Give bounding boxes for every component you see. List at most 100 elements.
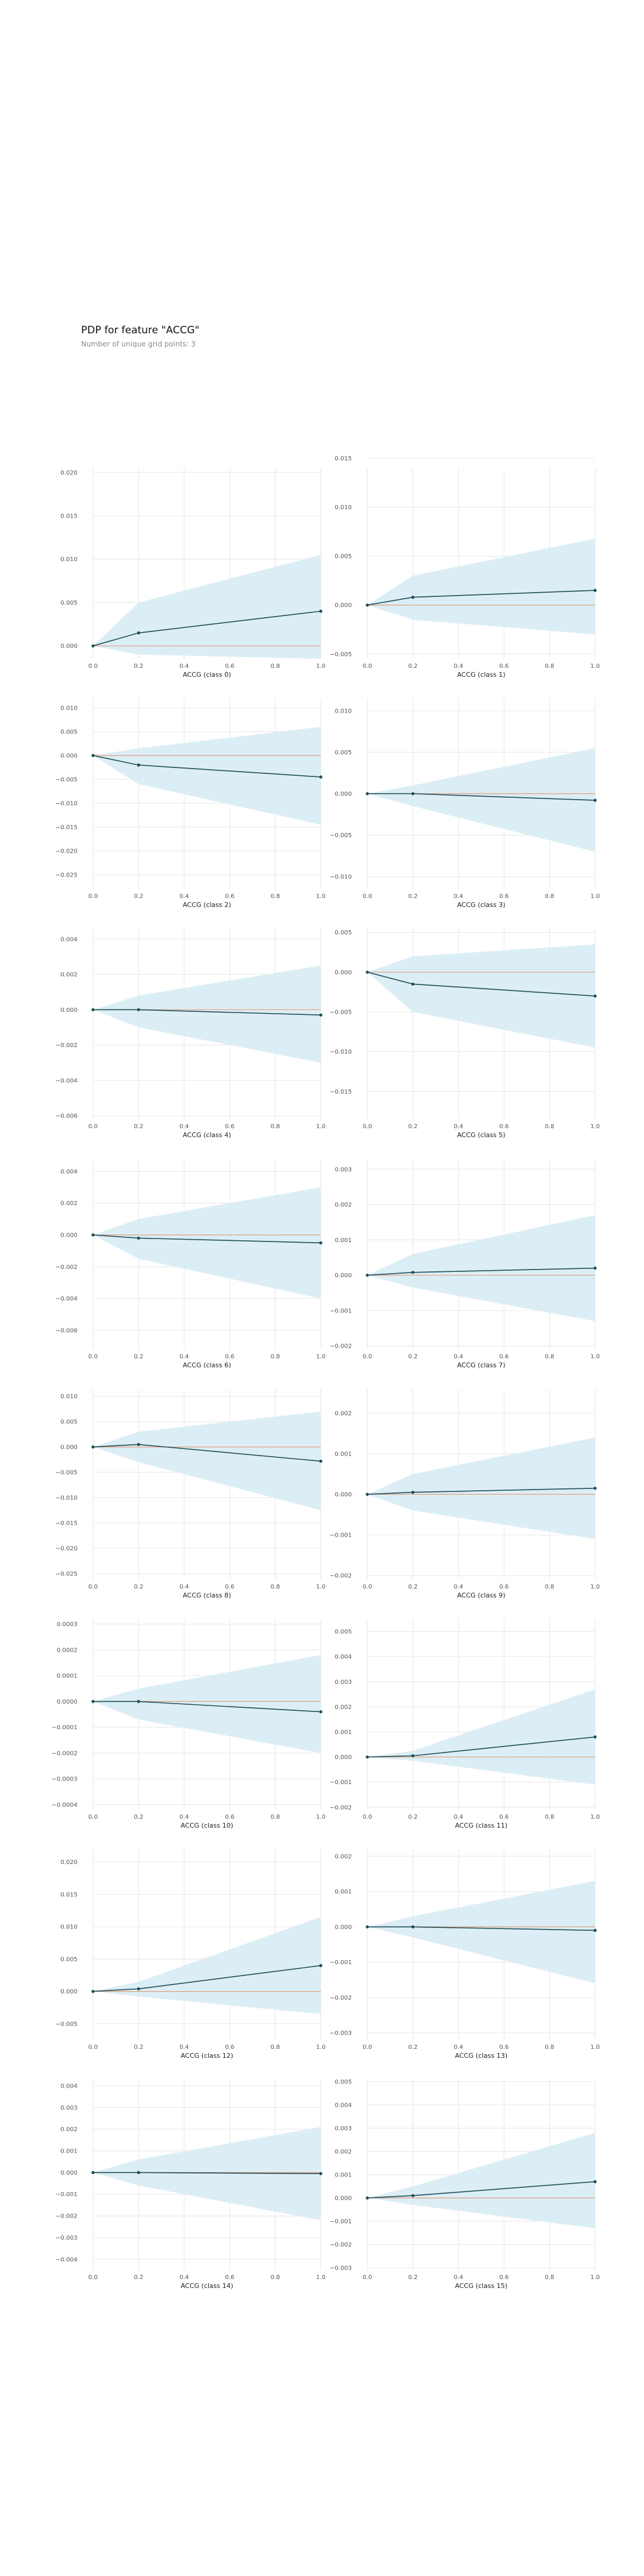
x-tick-label: 0.8 — [545, 893, 555, 900]
y-tick-label: 0.010 — [60, 1924, 78, 1931]
x-tick-label: 1.0 — [590, 1354, 600, 1360]
y-tick-label: −0.001 — [330, 1532, 352, 1539]
y-tick-label: −0.010 — [330, 874, 352, 881]
pdp-point — [593, 1487, 597, 1490]
y-tick-label: −0.010 — [55, 1495, 78, 1501]
x-tick-label: 1.0 — [316, 1354, 326, 1360]
x-tick-label: 1.0 — [316, 663, 326, 670]
y-tick-label: −0.005 — [55, 1470, 78, 1476]
x-axis-label: ACCG (class 9) — [457, 1592, 505, 1599]
x-tick-label: 0.2 — [408, 893, 417, 900]
y-tick-label: −0.001 — [55, 2191, 78, 2198]
y-tick-label: 0.020 — [60, 1859, 78, 1866]
x-tick-label: 0.6 — [225, 1814, 234, 1820]
pdp-point — [319, 1013, 323, 1017]
y-tick-label: 0.000 — [335, 1924, 352, 1931]
y-tick-label: 0.003 — [335, 1166, 352, 1173]
y-tick-label: 0.000 — [335, 1754, 352, 1761]
chart-13: 0.0 0.2 0.4 0.6 0.8 1.0 −0.003 −0.002 −0.001 0.00… — [330, 1849, 600, 2060]
pdp-point — [366, 1925, 369, 1928]
y-tick-label: 0.001 — [335, 1889, 352, 1896]
y-tick-label: −0.001 — [330, 1959, 352, 1966]
x-axis-label: ACCG (class 3) — [457, 901, 505, 909]
y-tick-label: 0.001 — [335, 2172, 352, 2179]
confidence-band — [367, 1215, 595, 1321]
x-tick-label: 0.2 — [134, 663, 143, 670]
pdp-point — [593, 1735, 597, 1739]
x-tick-label: 0.4 — [179, 2274, 189, 2281]
y-tick-label: 0.0000 — [57, 1699, 78, 1705]
y-tick-label: −0.001 — [330, 1308, 352, 1314]
chart-4: 0.0 0.2 0.4 0.6 0.8 1.0 −0.006 −0.004 −0.002 0.00… — [55, 928, 326, 1139]
pdp-point — [593, 2180, 597, 2184]
pdp-point — [91, 644, 95, 648]
y-tick-label: 0.000 — [60, 753, 78, 760]
y-tick-label: 0.005 — [335, 2079, 352, 2085]
pdp-point — [366, 2196, 369, 2200]
pdp-point — [593, 1267, 597, 1270]
x-axis-label: ACCG (class 11) — [455, 1822, 507, 1829]
page-subtitle: Number of unique grid points: 3 — [81, 340, 196, 348]
y-tick-label: 0.0001 — [57, 1673, 78, 1680]
y-tick-label: 0.001 — [335, 1237, 352, 1244]
x-axis-label: ACCG (class 13) — [455, 2052, 507, 2060]
chart-2: 0.0 0.2 0.4 0.6 0.8 1.0 −0.025 −0.020 −0.015 −0.0… — [55, 698, 326, 909]
x-tick-label: 0.2 — [408, 2044, 417, 2051]
x-tick-label: 0.8 — [271, 2274, 280, 2281]
y-tick-label: 0.015 — [335, 456, 352, 462]
x-tick-label: 0.2 — [134, 1814, 143, 1820]
x-axis-label: ACCG (class 12) — [181, 2052, 233, 2060]
y-tick-label: −0.003 — [330, 2030, 352, 2037]
x-tick-label: 0.0 — [88, 1584, 98, 1590]
x-tick-label: 0.2 — [408, 663, 417, 670]
x-tick-label: 1.0 — [590, 1584, 600, 1590]
chart-8: 0.0 0.2 0.4 0.6 0.8 1.0 −0.025 −0.020 −0.015 −0.0… — [55, 1389, 326, 1599]
y-tick-label: −0.004 — [55, 1296, 78, 1302]
pdp-point — [137, 763, 140, 767]
y-tick-label: 0.002 — [60, 1200, 78, 1207]
x-tick-label: 0.2 — [134, 1584, 143, 1590]
confidence-band — [367, 1689, 595, 1785]
pdp-point — [593, 589, 597, 592]
pdp-point — [366, 603, 369, 607]
y-tick-label: 0.000 — [335, 2196, 352, 2202]
y-tick-label: 0.010 — [60, 705, 78, 712]
x-tick-label: 1.0 — [316, 1814, 326, 1820]
y-tick-label: 0.001 — [335, 1451, 352, 1457]
page-title: PDP for feature "ACCG" — [81, 324, 200, 336]
x-axis-label: ACCG (class 0) — [182, 671, 231, 679]
pdp-point — [593, 994, 597, 998]
x-axis-label: ACCG (class 1) — [457, 671, 505, 679]
x-tick-label: 0.4 — [179, 1814, 189, 1820]
x-tick-label: 0.6 — [499, 2044, 509, 2051]
y-tick-label: 0.003 — [60, 2105, 78, 2111]
x-axis-label: ACCG (class 4) — [182, 1131, 231, 1139]
x-tick-label: 0.2 — [134, 893, 143, 900]
x-tick-label: 0.0 — [88, 1814, 98, 1820]
y-tick-label: −0.015 — [55, 1520, 78, 1527]
x-tick-label: 0.0 — [88, 2044, 98, 2051]
x-tick-label: 0.4 — [454, 663, 463, 670]
confidence-band — [367, 538, 595, 634]
x-tick-label: 0.6 — [225, 1123, 234, 1130]
chart-15: 0.0 0.2 0.4 0.6 0.8 1.0 −0.003 −0.002 −0.001 0.00… — [330, 2079, 600, 2290]
x-tick-label: 0.8 — [271, 893, 280, 900]
x-tick-label: 0.4 — [179, 663, 189, 670]
y-tick-label: −0.005 — [330, 651, 352, 658]
x-tick-label: 0.8 — [271, 663, 280, 670]
confidence-band — [93, 2127, 321, 2221]
y-tick-label: 0.000 — [60, 1233, 78, 1239]
x-tick-label: 0.2 — [134, 2044, 143, 2051]
y-tick-label: −0.020 — [55, 849, 78, 855]
y-tick-label: −0.002 — [330, 1343, 352, 1350]
x-axis-label: ACCG (class 7) — [457, 1361, 505, 1369]
y-tick-label: 0.001 — [335, 1729, 352, 1736]
y-tick-label: −0.0001 — [52, 1724, 78, 1731]
confidence-band — [367, 1881, 595, 1984]
x-tick-label: 0.0 — [88, 893, 98, 900]
y-tick-label: 0.004 — [60, 936, 78, 943]
y-tick-label: 0.002 — [335, 1410, 352, 1417]
pdp-point — [593, 798, 597, 802]
x-tick-label: 0.4 — [454, 2044, 463, 2051]
x-axis-label: ACCG (class 8) — [182, 1592, 231, 1599]
